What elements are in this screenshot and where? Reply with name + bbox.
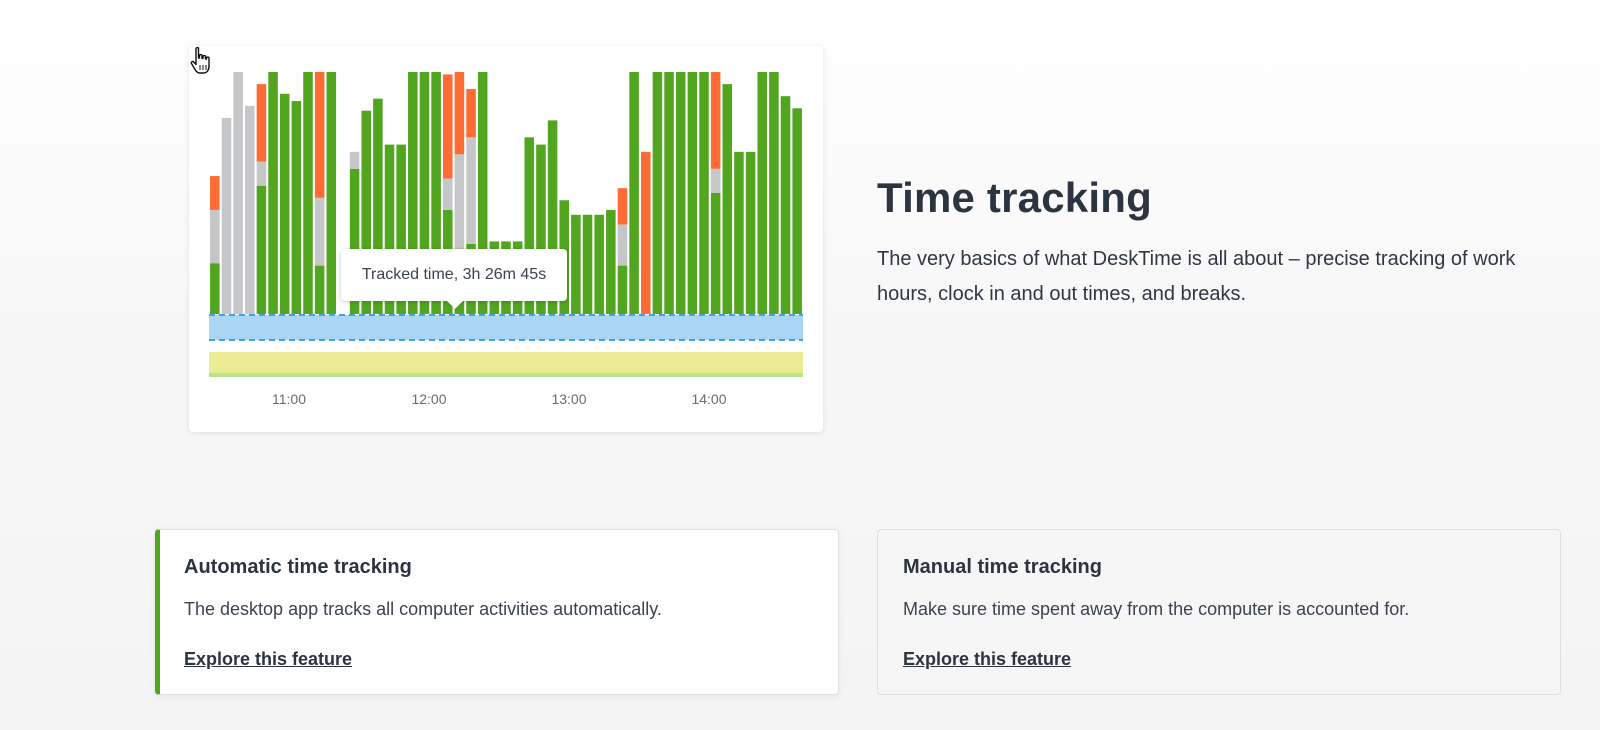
bar-segment-neutral <box>314 197 325 266</box>
bar-segment-productive <box>408 72 418 314</box>
tracked-time-tooltip: Tracked time, 3h 26m 45s <box>341 249 567 301</box>
bar-segment-productive <box>361 110 372 314</box>
bar-segment-unproductive <box>617 188 628 225</box>
bar-segment-productive <box>722 84 733 314</box>
bar-segment-productive <box>384 144 395 314</box>
bar-segment-productive <box>256 185 267 314</box>
bar-segment-productive <box>547 120 558 315</box>
bar-segment-productive <box>268 72 278 314</box>
bar-segment-productive <box>536 144 546 314</box>
feature-card-title: Automatic time tracking <box>184 556 412 578</box>
bar-segment-productive <box>291 101 302 314</box>
bar-segment-unproductive <box>210 176 220 210</box>
bar-segment-unproductive <box>466 88 476 138</box>
explore-feature-link[interactable]: Explore this feature <box>903 649 1072 669</box>
bar-segment-productive <box>652 72 663 314</box>
bar-segment-neutral <box>710 168 721 193</box>
feature-card-description: Make sure time spent away from the compu… <box>903 599 1410 619</box>
bar-segment-productive <box>734 151 744 314</box>
bar-segment-productive <box>745 151 756 314</box>
bar-segment-productive <box>699 72 709 314</box>
bar-segment-productive <box>769 72 779 314</box>
bar-segment-productive <box>279 93 290 314</box>
time-tracking-chart-card: 11:00 12:00 13:00 14:00 Tracked time, 3h 26… <box>189 46 823 432</box>
bar-segment-unproductive <box>442 74 453 179</box>
bar-segment-neutral <box>210 209 220 264</box>
feature-card-description: The desktop app tracks all computer acti… <box>184 599 662 619</box>
bar-segment-productive <box>373 98 383 314</box>
bar-segment-productive <box>617 265 628 314</box>
bar-segment-productive <box>757 72 768 314</box>
bar-segment-productive <box>710 193 721 314</box>
bar-segment-neutral <box>233 72 243 314</box>
feature-card-title: Manual time tracking <box>903 556 1102 578</box>
bar-segment-neutral <box>221 117 232 314</box>
bar-segment-productive <box>582 214 593 314</box>
bar-segment-neutral <box>244 105 255 314</box>
x-axis-tick-label: 12:00 <box>411 391 446 407</box>
section-description: The very basics of what DeskTime is all … <box>877 248 1516 305</box>
bar-segment-neutral <box>442 178 453 210</box>
bar-segment-productive <box>606 209 616 314</box>
bar-segment-unproductive <box>710 72 721 169</box>
bar-segment-productive <box>210 263 220 314</box>
section-title: Time tracking <box>877 174 1152 221</box>
bar-segment-unproductive <box>314 72 325 198</box>
feature-card-automatic-time-tracking[interactable]: Automatic time tracking The desktop app … <box>155 529 839 695</box>
bar-segment-productive <box>314 265 325 314</box>
bar-segment-productive <box>792 108 802 314</box>
tracked-time-band[interactable] <box>209 315 803 340</box>
bar-segment-neutral <box>454 154 465 249</box>
bar-segment-unproductive <box>454 72 465 155</box>
bar-segment-unproductive <box>640 151 651 314</box>
bar-segment-productive <box>524 137 535 314</box>
bar-segment-neutral <box>349 151 360 169</box>
bar-segment-productive <box>303 72 313 314</box>
tooltip-text: Tracked time, 3h 26m 45s <box>361 266 547 283</box>
bar-segment-productive <box>571 214 581 314</box>
bar-segment-productive <box>396 144 406 314</box>
x-axis-tick-label: 14:00 <box>691 391 726 407</box>
bar-segment-productive <box>687 72 698 314</box>
feature-card-manual-time-tracking[interactable]: Manual time tracking Make sure time spen… <box>877 529 1561 695</box>
bar-segment-neutral <box>617 224 628 266</box>
bar-segment-productive <box>349 168 360 314</box>
bar-segment-unproductive <box>256 84 267 162</box>
bar-segment-neutral <box>466 137 476 244</box>
bar-segment-productive <box>594 214 604 314</box>
bar-segment-productive <box>477 72 488 314</box>
bar-segment-productive <box>431 72 441 314</box>
time-tracking-chart: 11:00 12:00 13:00 14:00 <box>209 72 803 407</box>
explore-feature-link[interactable]: Explore this feature <box>184 649 353 669</box>
break-time-band[interactable] <box>209 352 803 374</box>
bar-segment-productive <box>419 72 430 314</box>
x-axis-tick-label: 11:00 <box>272 391 306 407</box>
hand-pointer-icon <box>190 46 210 74</box>
bar-segment-productive <box>675 72 686 314</box>
bar-segment-neutral <box>256 161 267 186</box>
bar-segment-productive <box>664 72 674 314</box>
break-band-bottom-line <box>209 373 803 377</box>
x-axis-tick-label: 13:00 <box>551 391 586 407</box>
bar-segment-productive <box>629 72 639 314</box>
bar-segment-productive <box>780 96 791 314</box>
x-axis-labels: 11:00 12:00 13:00 14:00 <box>272 391 727 407</box>
bar-segment-productive <box>326 72 337 314</box>
